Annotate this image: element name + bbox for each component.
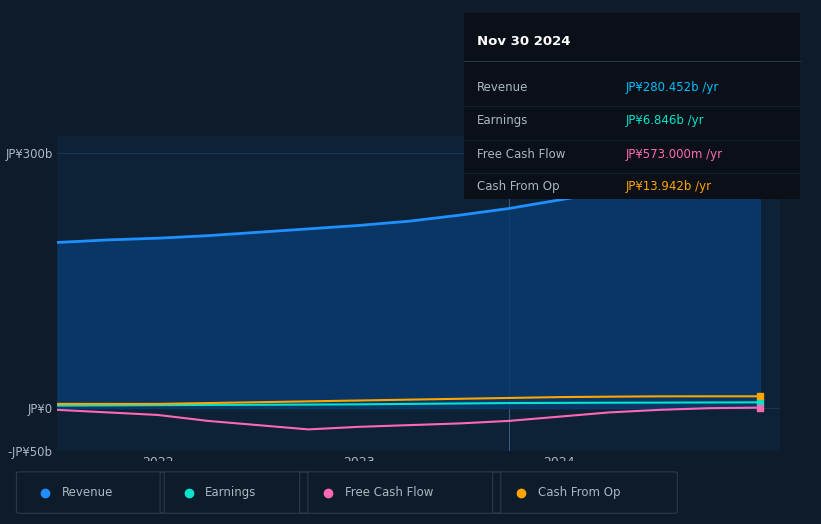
- Text: Revenue: Revenue: [62, 486, 113, 499]
- Text: Nov 30 2024: Nov 30 2024: [477, 36, 571, 48]
- Text: Cash From Op: Cash From Op: [477, 180, 560, 193]
- Text: Past: Past: [479, 146, 503, 157]
- Text: Earnings: Earnings: [205, 486, 257, 499]
- Text: Free Cash Flow: Free Cash Flow: [345, 486, 433, 499]
- Text: Free Cash Flow: Free Cash Flow: [477, 148, 566, 161]
- Text: Revenue: Revenue: [477, 81, 529, 94]
- Text: JP¥280.452b /yr: JP¥280.452b /yr: [626, 81, 719, 94]
- Text: JP¥573.000m /yr: JP¥573.000m /yr: [626, 148, 722, 161]
- Text: Earnings: Earnings: [477, 114, 529, 127]
- Text: Cash From Op: Cash From Op: [538, 486, 620, 499]
- Text: JP¥6.846b /yr: JP¥6.846b /yr: [626, 114, 704, 127]
- Text: JP¥13.942b /yr: JP¥13.942b /yr: [626, 180, 712, 193]
